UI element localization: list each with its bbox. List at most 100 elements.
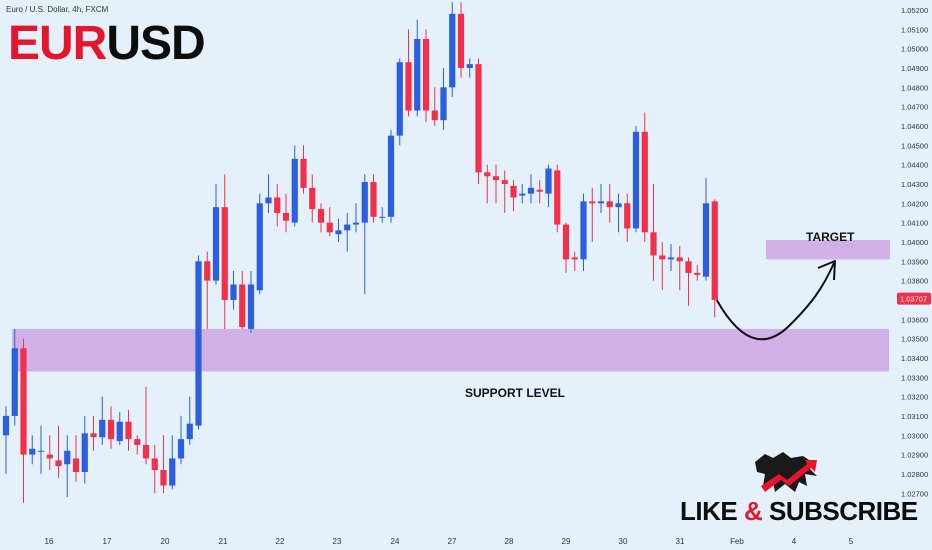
candle-up: [344, 224, 351, 231]
candle-up: [667, 257, 675, 260]
target-label: TARGET: [806, 230, 855, 244]
price-tick-label: 1.04400: [901, 161, 928, 170]
price-tick-label: 1.04800: [901, 83, 928, 92]
candle-up: [81, 433, 88, 472]
time-tick-label: 29: [562, 537, 571, 546]
candle-down: [370, 182, 377, 217]
price-tick-label: 1.02800: [901, 470, 928, 479]
candle-down: [221, 207, 228, 300]
price-tick-label: 1.02900: [901, 451, 928, 460]
price-tick-label: 1.05000: [901, 45, 928, 54]
price-tick-label: 1.04100: [901, 219, 928, 228]
candle-up: [466, 64, 473, 68]
cta-subscribe: SUBSCRIBE: [768, 496, 918, 526]
candle-up: [519, 193, 526, 196]
support-zone[interactable]: [12, 328, 889, 372]
candle-up: [387, 135, 395, 217]
time-tick-label: 4: [792, 537, 797, 546]
candle-up: [2, 415, 10, 436]
price-tick-label: 1.04000: [901, 238, 928, 247]
bull-arrow: [761, 460, 817, 492]
time-tick-label: 31: [676, 537, 685, 546]
candle-down: [571, 257, 578, 260]
price-tick-label: 1.02700: [901, 489, 928, 498]
candle-down: [422, 38, 430, 111]
candle-up: [361, 182, 368, 223]
candle-up: [527, 187, 535, 194]
candle-down: [676, 257, 683, 262]
symbol-title-part2: USD: [106, 17, 205, 70]
candle-up: [212, 207, 220, 281]
candle-down: [300, 158, 307, 188]
candle-down: [151, 458, 158, 471]
candle-up: [64, 450, 71, 465]
candle-down: [160, 470, 167, 486]
price-tick-label: 1.03100: [901, 412, 928, 421]
candle-up: [702, 203, 710, 277]
candle-down: [711, 201, 718, 300]
projection-curve: [715, 262, 835, 341]
candle-down: [107, 419, 115, 440]
candle-down: [694, 272, 701, 275]
candle-down: [641, 131, 648, 233]
time-tick-label: 23: [333, 537, 342, 546]
candle-down: [536, 189, 543, 192]
candle-up: [632, 131, 640, 229]
candle-up: [29, 448, 36, 455]
candle-down: [405, 62, 412, 111]
candle-down: [475, 64, 482, 173]
time-tick-label: 16: [45, 537, 54, 546]
time-tick-label: 28: [505, 537, 514, 546]
candle-down: [624, 203, 631, 229]
time-tick-label: 5: [849, 537, 854, 546]
candle-down: [46, 454, 53, 459]
candle-up: [396, 62, 403, 136]
candle-up: [256, 203, 263, 291]
candle-up: [580, 201, 587, 260]
candle-down: [685, 261, 692, 273]
time-tick-label: 17: [103, 537, 112, 546]
candle-up: [37, 450, 45, 452]
candle-up: [414, 38, 421, 111]
bull-logo-icon: [755, 452, 817, 492]
time-tick-label: 21: [219, 537, 228, 546]
candle-up: [99, 419, 106, 438]
price-tick-label: 1.04300: [901, 180, 928, 189]
candle-down: [501, 180, 508, 184]
candle-down: [309, 187, 316, 210]
price-axis[interactable]: [895, 0, 932, 550]
time-tick-label: Feb: [730, 537, 744, 546]
target-zone[interactable]: [766, 240, 890, 260]
candle-down: [317, 209, 325, 223]
symbol-title-part1: EUR: [8, 17, 107, 70]
price-tick-label: 1.05200: [901, 6, 928, 15]
candle-down: [589, 201, 596, 204]
candle-down: [650, 232, 657, 256]
candle-down: [562, 224, 570, 260]
price-tick-label: 1.03200: [901, 393, 928, 402]
candle-up: [230, 284, 237, 300]
candle-down: [55, 460, 62, 467]
price-tick-label: 1.05100: [901, 25, 928, 34]
candle-down: [659, 255, 666, 260]
time-tick-label: 27: [448, 537, 457, 546]
price-tick-label: 1.03800: [901, 277, 928, 286]
candle-down: [72, 458, 80, 472]
candle-down: [20, 348, 27, 455]
candle-up: [169, 458, 176, 486]
candle-down: [204, 261, 211, 281]
symbol-title: EURUSD: [8, 17, 206, 70]
candle-up: [265, 197, 272, 204]
candle-down: [134, 439, 141, 445]
candle-up: [186, 423, 193, 440]
price-tick-label: 1.03500: [901, 335, 928, 344]
candle-up: [116, 421, 123, 442]
candle-up: [352, 222, 360, 225]
like-subscribe-banner: LIKE & SUBSCRIBE: [680, 496, 918, 527]
candle-down: [510, 185, 517, 198]
candle-down: [457, 13, 465, 68]
candle-up: [291, 158, 298, 223]
price-tick-label: 1.04500: [901, 141, 928, 150]
candle-down: [125, 421, 132, 440]
